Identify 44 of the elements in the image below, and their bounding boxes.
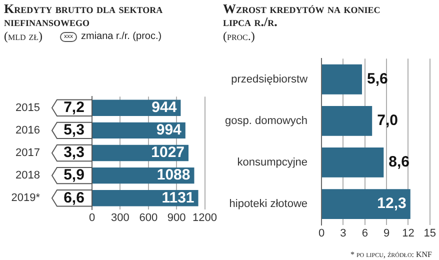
x-tick-label: 300	[111, 212, 130, 224]
data-label: 1131	[162, 189, 194, 206]
chart-title: Wzrost kredytów na koniec lipca r./r.	[223, 1, 382, 29]
x-tick-label: 9	[383, 227, 390, 240]
y-tick-label: 2015	[16, 102, 40, 114]
data-label: 7,0	[377, 112, 398, 130]
data-label: 1088	[156, 166, 190, 184]
data-label: 12,3	[377, 195, 406, 212]
data-label: 1027	[151, 144, 185, 162]
x-tick-label: 1200	[192, 212, 218, 224]
legend-title: zmiana r./r. (proc.)	[81, 31, 162, 42]
x-tick-label: 600	[139, 212, 158, 224]
data-label: 994	[156, 122, 182, 139]
text: * po lipcu, źródło: KNF	[350, 250, 432, 259]
y-tick-label: przedsiębiorstw	[231, 73, 308, 86]
x-tick-label: 0	[318, 227, 325, 240]
y-tick-label: 2019*	[11, 192, 41, 204]
data-label: 8,6	[388, 154, 410, 171]
y-tick-label: 2017	[16, 147, 40, 160]
chart-subtitle: (mld zł)	[4, 29, 43, 43]
annotation: 5,3	[64, 122, 84, 139]
bar	[322, 106, 372, 136]
annotation: 3,3	[64, 144, 84, 162]
y-tick-label: 2016	[16, 124, 40, 136]
data-label: 944	[152, 99, 178, 116]
annotation: 7,2	[64, 99, 84, 116]
x-tick-label: 12	[402, 227, 414, 240]
x-tick-label: 3	[340, 227, 346, 240]
bar	[322, 148, 384, 178]
y-tick-label: hipoteki złotowe	[229, 198, 308, 210]
y-tick-label: konsumpcyjne	[237, 156, 308, 169]
data-label: 5,6	[366, 70, 388, 88]
bar	[322, 64, 362, 94]
x-tick-label: 15	[424, 227, 436, 240]
chart-subtitle: (proc.)	[223, 29, 256, 44]
chart-title: Kredyty brutto dla sektora niefinansowego	[4, 1, 164, 29]
y-tick-label: gosp. domowych	[224, 114, 308, 127]
x-tick-label: 6	[362, 227, 368, 240]
annotation: 5,9	[64, 166, 84, 184]
bar	[322, 189, 410, 219]
x-tick-label: 900	[167, 212, 186, 224]
annotation: 6,6	[64, 189, 84, 206]
x-tick-label: 0	[88, 212, 96, 224]
y-tick-label: 2018	[16, 170, 40, 182]
